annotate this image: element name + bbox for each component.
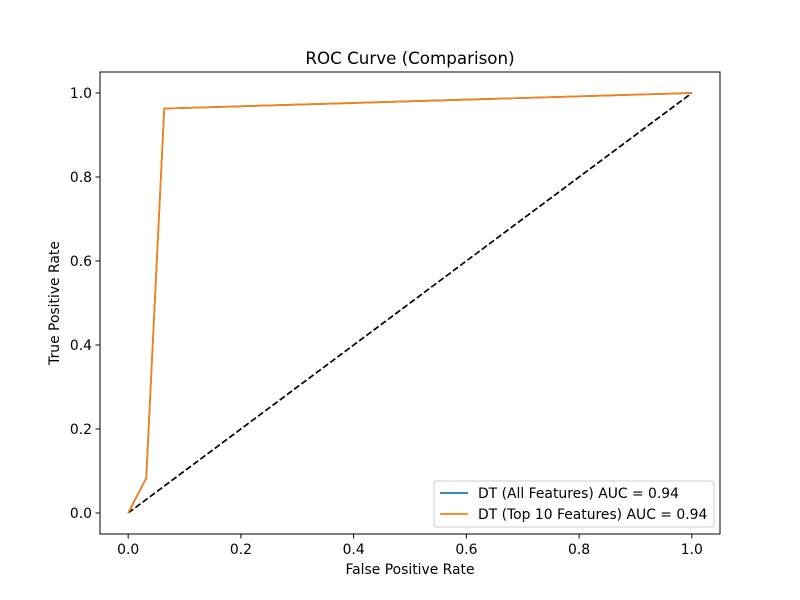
x-tick-label: 0.0 — [117, 542, 139, 558]
y-tick-label: 1.0 — [70, 86, 92, 102]
chart-title: ROC Curve (Comparison) — [305, 48, 514, 68]
y-tick-label: 0.0 — [70, 506, 92, 522]
axis-ticks: 0.0 0.2 0.4 0.6 0.8 1.0 0.0 0.2 0.4 0.6 0.8 1.0 — [70, 86, 703, 558]
legend: DT (All Features) AUC = 0.94 DT (Top 10 F… — [433, 480, 715, 528]
axes-frame — [99, 71, 721, 535]
y-axis-label: True Positive Rate — [47, 241, 63, 366]
y-tick-label: 0.2 — [70, 422, 92, 438]
y-tick-label: 0.4 — [70, 338, 92, 354]
legend-box — [433, 480, 715, 528]
plot-area — [127, 92, 693, 514]
x-tick-label: 0.4 — [343, 542, 365, 558]
chance-diagonal-line — [127, 92, 693, 514]
x-axis-label: False Positive Rate — [345, 562, 474, 578]
x-tick-label: 0.2 — [230, 542, 252, 558]
y-tick-label: 0.6 — [70, 254, 92, 270]
x-tick-label: 1.0 — [681, 542, 703, 558]
legend-entry-label: DT (All Features) AUC = 0.94 — [478, 486, 679, 502]
legend-entry-label: DT (Top 10 Features) AUC = 0.94 — [478, 507, 707, 523]
x-tick-label: 0.6 — [455, 542, 477, 558]
x-tick-label: 0.8 — [568, 542, 590, 558]
y-tick-label: 0.8 — [70, 170, 92, 186]
series-line-1 — [127, 92, 692, 514]
